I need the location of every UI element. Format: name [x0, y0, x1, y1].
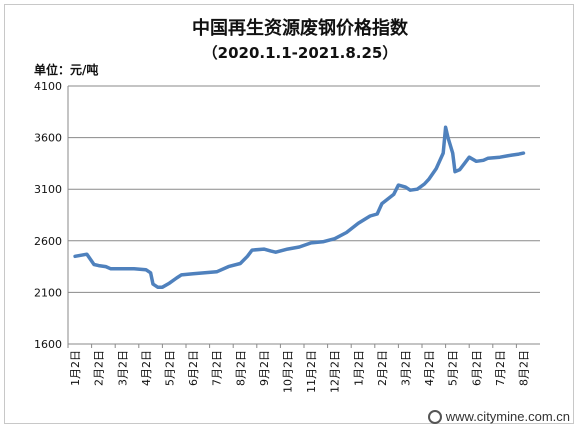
series-group: [73, 125, 526, 289]
x-axis: 1月2日 2月2日 3月2日 4月2日 5月2日 6月2日 7月2日 8月2日 9月2日 10月2…: [67, 343, 540, 393]
y-tick-label: 3600: [34, 132, 62, 145]
y-tick-label: 2600: [34, 235, 62, 248]
y-tick-label: 3100: [34, 183, 62, 196]
x-tick-label: 6月2日: [470, 350, 483, 386]
x-tick-label: 3月2日: [399, 350, 412, 386]
watermark: www.citymine.com.cn: [427, 409, 570, 424]
watermark-text: www.citymine.com.cn: [445, 409, 570, 424]
x-tick-label: 1月2日: [69, 350, 82, 386]
chart-title: 中国再生资源废钢价格指数: [192, 17, 409, 39]
y-axis: 1600 2100 2600 3100 3600 4100: [34, 80, 69, 351]
chart-subtitle: （2020.1.1-2021.8.25）: [203, 44, 398, 62]
series-line: [73, 125, 526, 289]
x-tick-label: 2月2日: [376, 350, 389, 386]
citymine-logo-icon: [427, 409, 442, 424]
x-tick-label: 7月2日: [211, 350, 224, 386]
x-tick-label: 3月2日: [116, 350, 129, 386]
x-tick-label: 7月2日: [494, 350, 507, 386]
gridlines: [68, 85, 540, 345]
x-tick-label: 6月2日: [187, 350, 200, 386]
x-tick-label: 2月2日: [93, 350, 106, 386]
x-tick-label: 12月2日: [329, 350, 342, 393]
x-tick-label: 5月2日: [163, 350, 176, 386]
x-tick-label: 4月2日: [140, 350, 153, 386]
x-tick-label: 8月2日: [234, 350, 247, 386]
unit-label: 单位：元/吨: [34, 62, 98, 77]
x-tick-label: 5月2日: [447, 350, 460, 386]
y-tick-label: 4100: [34, 80, 62, 93]
x-tick-label: 8月2日: [517, 350, 530, 386]
x-tick-label: 10月2日: [281, 350, 294, 393]
y-tick-label: 1600: [34, 338, 62, 351]
y-tick-label: 2100: [34, 286, 62, 299]
x-tick-label: 9月2日: [258, 350, 271, 386]
x-tick-label: 1月2日: [352, 350, 365, 386]
x-tick-label: 11月2日: [305, 350, 318, 393]
x-tick-label: 4月2日: [423, 350, 436, 386]
